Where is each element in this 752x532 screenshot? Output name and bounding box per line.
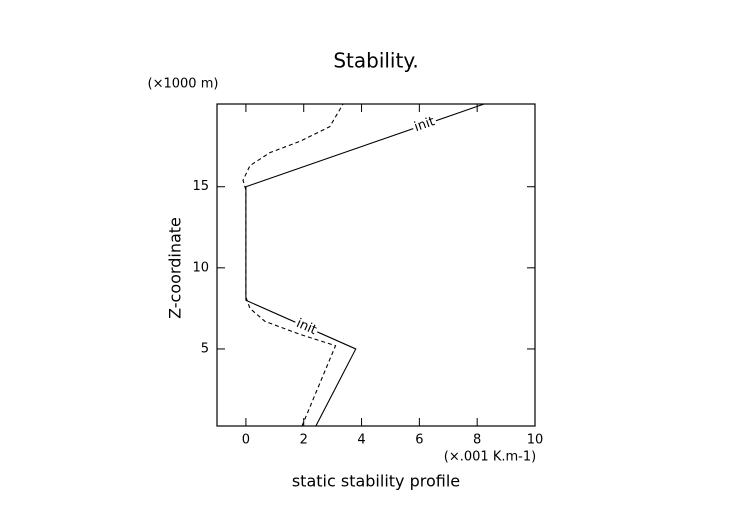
y-tick-label: 10 <box>192 260 209 275</box>
label-bg <box>410 114 439 136</box>
y-axis-label: Z-coordinate <box>166 217 185 319</box>
x-tick-label: 10 <box>527 433 544 448</box>
x-axis-label: static stability profile <box>292 472 460 491</box>
y-unit: (×1000 m) <box>148 77 219 92</box>
y-tick-label: 5 <box>201 341 209 356</box>
chart-title: Stability. <box>333 49 418 73</box>
plot-frame <box>216 103 536 427</box>
series-line <box>245 103 485 427</box>
line-label: init <box>412 114 436 135</box>
x-unit: (×.001 K.m-1) <box>444 450 536 465</box>
x-tick-label: 0 <box>242 433 250 448</box>
x-tick-label: 8 <box>473 433 481 448</box>
series-line <box>242 103 344 427</box>
x-tick-label: 2 <box>300 433 308 448</box>
x-tick-label: 6 <box>415 433 423 448</box>
y-tick-label: 15 <box>192 179 209 194</box>
x-tick-label: 4 <box>357 433 365 448</box>
label-bg <box>292 315 321 339</box>
